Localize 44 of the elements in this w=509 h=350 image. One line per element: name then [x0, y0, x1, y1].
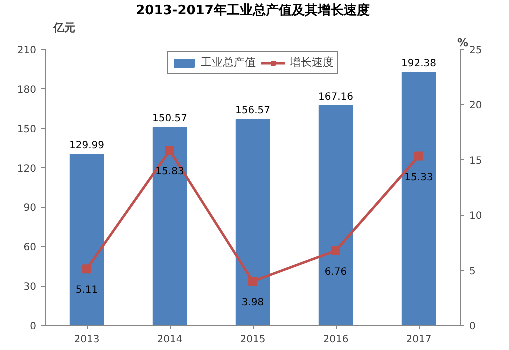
y2-tick-label: 5 — [470, 266, 476, 278]
x-tick-label: 2013 — [74, 334, 100, 346]
y2-axis-title: % — [457, 36, 469, 50]
y-tick-label: 90 — [24, 203, 37, 214]
point — [166, 146, 174, 156]
point — [82, 264, 92, 274]
bar — [152, 127, 188, 326]
data-label: 129.99 — [70, 140, 105, 152]
point — [248, 277, 258, 286]
y-tick-label: 60 — [24, 242, 37, 254]
data-label: 6.76 — [324, 266, 348, 278]
y-tick-label: 180 — [17, 84, 37, 96]
x-tick-label: 2017 — [406, 334, 432, 346]
data-label: 5.11 — [76, 285, 98, 296]
legend-label: 增长速度 — [290, 55, 334, 70]
data-label: 15.33 — [404, 172, 434, 184]
bar — [402, 72, 436, 326]
x-tick-label: 2016 — [323, 334, 349, 346]
y2-tick-label: 20 — [470, 100, 482, 112]
bar — [70, 154, 104, 326]
point — [332, 246, 340, 256]
data-label: 15.83 — [156, 166, 184, 178]
y-tick-label: 210 — [17, 46, 37, 56]
x-tick-label: 2014 — [157, 334, 183, 346]
chart-title: 2013-2017年工业总产值及其增长速度 — [136, 2, 370, 18]
y-tick-label: 150 — [17, 124, 37, 136]
data-label: 156.57 — [236, 106, 271, 117]
y-axis-title: 亿元 — [52, 22, 76, 34]
y-tick-label: 0 — [30, 322, 37, 332]
y2-tick-label: 15 — [470, 156, 482, 167]
legend-label: 工业总产值 — [201, 55, 256, 70]
y-tick-label: 120 — [17, 164, 37, 175]
data-label: 150.57 — [152, 114, 188, 125]
y2-tick-label: 0 — [470, 322, 476, 332]
y-tick-label: 30 — [24, 282, 37, 294]
y2-tick-label: 25 — [470, 46, 482, 56]
point — [414, 152, 424, 161]
data-label: 167.16 — [318, 92, 354, 103]
data-label: 3.98 — [242, 298, 264, 309]
bar — [236, 119, 270, 326]
y2-tick-label: 10 — [470, 211, 482, 222]
bar — [318, 105, 354, 326]
x-tick-label: 2015 — [240, 334, 266, 346]
data-label: 192.38 — [402, 58, 437, 70]
